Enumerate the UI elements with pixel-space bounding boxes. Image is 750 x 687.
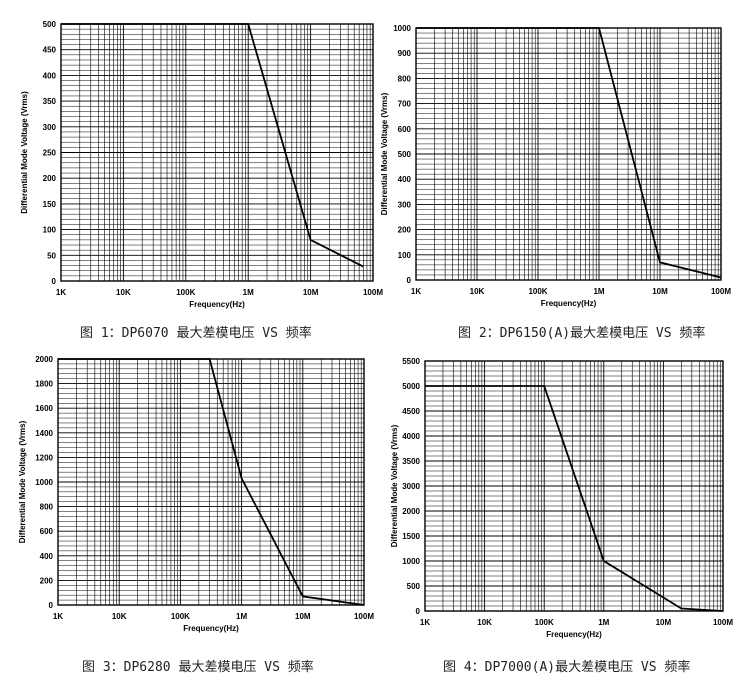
- chart-2-svg: 1K 10K 100K 1M 10M 100M 0 100 200 300 400 500 600 700…: [380, 24, 731, 308]
- x-tick-label: 100K: [176, 288, 195, 297]
- plot-frame: [424, 360, 724, 612]
- x-tick-label: 10M: [295, 612, 311, 621]
- y-tick-label: 5000: [402, 382, 420, 391]
- series-line: [58, 358, 365, 606]
- y-tick-label: 300: [43, 123, 57, 132]
- y-tick-label: 1200: [35, 453, 53, 462]
- y-tick-label: 2000: [35, 355, 53, 364]
- grid: [60, 23, 373, 282]
- y-tick-label: 200: [43, 174, 57, 183]
- y-tick-label: 0: [416, 607, 421, 616]
- y-tick-label: 400: [398, 175, 412, 184]
- y-tick-label: 1000: [393, 24, 411, 33]
- y-tick-label: 600: [40, 527, 54, 536]
- y-tick-label: 3000: [402, 482, 420, 491]
- y-tick-label: 600: [398, 125, 412, 134]
- chart-4-caption: 图 4：DP7000(A)最大差模电压 VS 频率: [443, 660, 691, 675]
- x-tick-label: 10K: [116, 288, 131, 297]
- y-tick-label: 1600: [35, 404, 53, 413]
- y-tick-label: 0: [49, 601, 54, 610]
- series-line: [416, 27, 722, 279]
- x-tick-label: 10M: [656, 618, 672, 627]
- x-tick-label: 1M: [236, 612, 247, 621]
- y-tick-label: 2000: [402, 507, 420, 516]
- x-tick-label: 100M: [713, 618, 733, 627]
- chart-3-caption: 图 3：DP6280 最大差模电压 VS 频率: [82, 660, 314, 675]
- x-tick-label: 1M: [598, 618, 609, 627]
- y-tick-label: 1000: [402, 557, 420, 566]
- x-axis-label: Frequency(Hz): [183, 624, 239, 633]
- y-tick-label: 900: [398, 49, 412, 58]
- x-tick-label: 1M: [593, 287, 604, 296]
- y-tick-label: 100: [398, 251, 412, 260]
- y-tick-label: 1400: [35, 429, 53, 438]
- y-tick-label: 200: [40, 576, 54, 585]
- y-tick-label: 3500: [402, 457, 420, 466]
- y-tick-label: 1800: [35, 380, 53, 389]
- y-tick-label: 450: [43, 46, 57, 55]
- y-tick-label: 500: [407, 582, 421, 591]
- x-tick-label: 100K: [535, 618, 554, 627]
- x-tick-label: 10K: [477, 618, 492, 627]
- y-tick-label: 150: [43, 200, 57, 209]
- y-axis-label: Differential Mode Voltage (Vrms): [380, 92, 389, 215]
- x-tick-label: 1K: [53, 612, 63, 621]
- grid: [424, 360, 723, 612]
- x-axis-label: Frequency(Hz): [189, 300, 245, 309]
- chart-1-caption: 图 1：DP6070 最大差模电压 VS 频率: [80, 326, 312, 341]
- y-tick-label: 300: [398, 200, 412, 209]
- y-tick-label: 700: [398, 100, 412, 109]
- x-tick-label: 100K: [528, 287, 547, 296]
- y-tick-label: 500: [398, 150, 412, 159]
- y-tick-label: 4500: [402, 407, 420, 416]
- chart-panel-2: 1K 10K 100K 1M 10M 100M 0 100 200 300 400 500 600 700…: [375, 0, 750, 320]
- y-tick-label: 800: [398, 74, 412, 83]
- y-axis-label: Differential Mode Voltage (Vrms): [390, 424, 399, 547]
- x-tick-label: 1K: [411, 287, 421, 296]
- x-tick-label: 10M: [303, 288, 319, 297]
- x-axis-label: Frequency(Hz): [546, 630, 602, 639]
- y-tick-label: 5500: [402, 357, 420, 366]
- x-tick-label: 1M: [243, 288, 254, 297]
- chart-panel-4: 1K 10K 100K 1M 10M 100M 0 500 1000 1500 2000 3000 35…: [375, 350, 750, 645]
- x-tick-label: 100M: [363, 288, 383, 297]
- y-tick-label: 1000: [35, 478, 53, 487]
- chart-panel-1: 1K 10K 100K 1M 10M 100M 0 50 100 150 200 250 300 350 4…: [0, 0, 383, 320]
- x-tick-label: 10K: [112, 612, 127, 621]
- y-tick-label: 0: [407, 276, 412, 285]
- x-tick-label: 1K: [56, 288, 66, 297]
- y-axis-label: Differential Mode Voltage (Vrms): [20, 91, 29, 214]
- chart-4-svg: 1K 10K 100K 1M 10M 100M 0 500 1000 1500 2000 3000 35…: [390, 357, 733, 639]
- x-tick-label: 100K: [171, 612, 190, 621]
- plot-frame: [57, 358, 365, 606]
- x-tick-label: 1K: [420, 618, 430, 627]
- grid: [415, 27, 721, 281]
- y-tick-label: 50: [47, 251, 56, 260]
- x-axis-label: Frequency(Hz): [541, 299, 597, 308]
- y-tick-label: 350: [43, 97, 57, 106]
- x-tick-label: 100M: [354, 612, 374, 621]
- x-tick-label: 10K: [470, 287, 485, 296]
- series-line: [425, 385, 724, 612]
- chart-2-caption: 图 2：DP6150(A)最大差模电压 VS 频率: [458, 326, 706, 341]
- x-tick-label: 100M: [711, 287, 731, 296]
- chart-panel-3: 1K 10K 100K 1M 10M 100M 0 200 400 600 800 1000 1200 1…: [0, 350, 380, 640]
- series-line: [61, 23, 364, 268]
- y-tick-label: 800: [40, 503, 54, 512]
- chart-1-svg: 1K 10K 100K 1M 10M 100M 0 50 100 150 200 250 300 350 4…: [20, 20, 383, 309]
- y-tick-label: 100: [43, 226, 57, 235]
- y-tick-label: 500: [43, 20, 57, 29]
- x-tick-label: 10M: [652, 287, 668, 296]
- y-tick-label: 4000: [402, 432, 420, 441]
- y-tick-label: 200: [398, 226, 412, 235]
- y-tick-label: 400: [40, 552, 54, 561]
- y-tick-label: 250: [43, 149, 57, 158]
- y-tick-label: 0: [52, 277, 57, 286]
- y-tick-label: 400: [43, 71, 57, 80]
- y-axis-label: Differential Mode Voltage (Vrms): [18, 420, 27, 543]
- grid: [57, 358, 364, 606]
- chart-3-svg: 1K 10K 100K 1M 10M 100M 0 200 400 600 800 1000 1200 1…: [18, 355, 374, 633]
- y-tick-label: 1500: [402, 532, 420, 541]
